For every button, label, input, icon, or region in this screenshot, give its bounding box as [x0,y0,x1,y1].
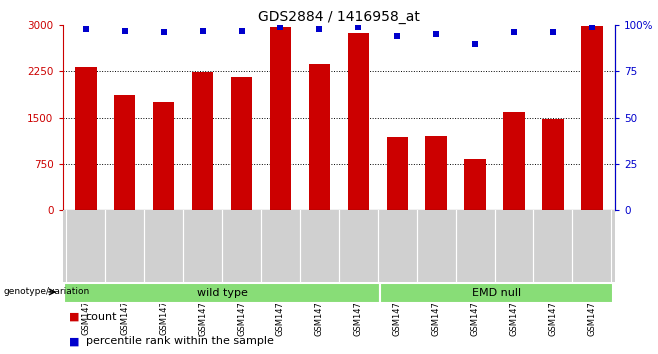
Bar [503,112,524,210]
Point [314,26,324,32]
Bar [64,283,380,303]
Point [275,24,286,30]
Bar [231,77,252,210]
Bar [192,73,213,210]
Text: EMD null: EMD null [472,287,521,298]
Point [236,28,247,33]
Point [353,24,364,30]
Bar [386,137,408,210]
Point [509,30,519,35]
Bar [542,119,564,210]
Point [120,28,130,33]
Point [159,30,169,35]
Point [587,24,597,30]
Bar [309,64,330,210]
Text: ■: ■ [69,337,80,347]
Bar [75,67,97,210]
Point [392,33,403,39]
Point [431,32,442,37]
Text: wild type: wild type [197,287,247,298]
Bar [347,33,369,210]
Bar [153,102,174,210]
Text: ■: ■ [69,312,80,321]
Point [470,41,480,46]
Text: genotype/variation: genotype/variation [3,287,89,296]
Bar [581,26,603,210]
Text: percentile rank within the sample: percentile rank within the sample [86,337,274,347]
Point [80,26,91,32]
Point [197,28,208,33]
Text: count: count [86,312,117,321]
Bar [270,28,291,210]
Bar [465,159,486,210]
Bar [114,95,136,210]
Bar [426,136,447,210]
Bar [380,283,613,303]
Point [547,30,558,35]
Title: GDS2884 / 1416958_at: GDS2884 / 1416958_at [258,10,420,24]
